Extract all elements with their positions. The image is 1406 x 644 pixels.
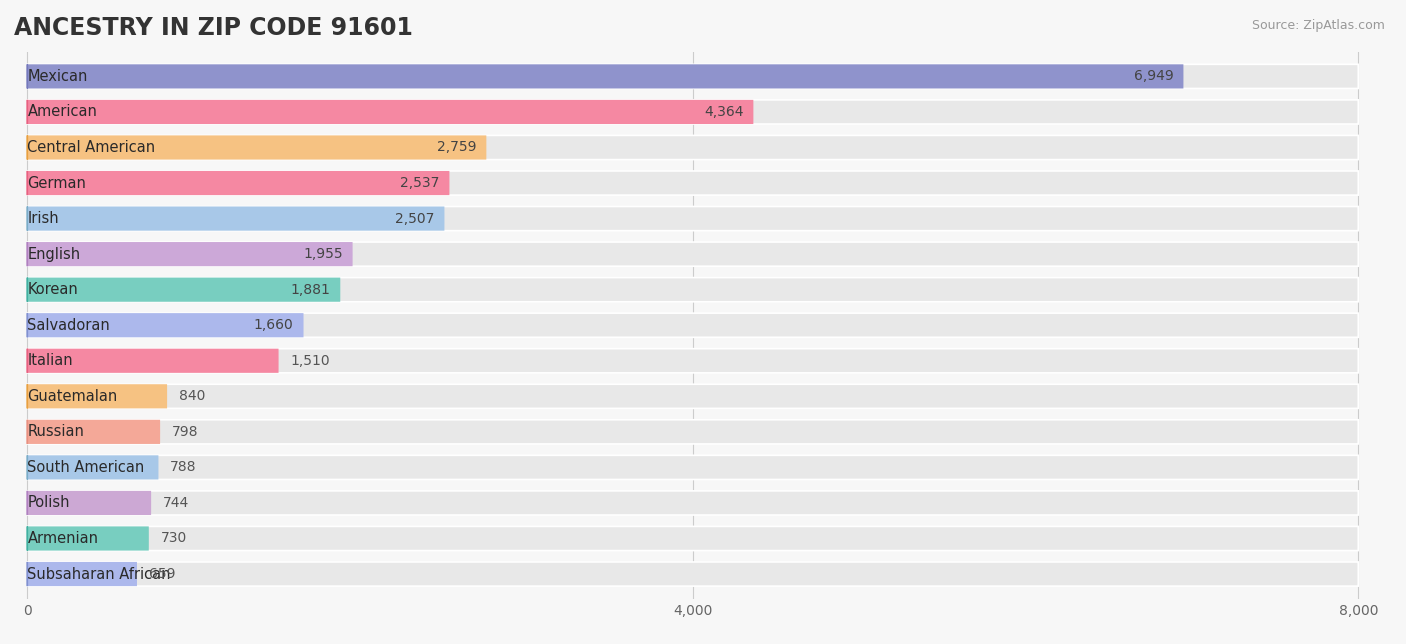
Text: South American: South American [28,460,145,475]
Text: 2,537: 2,537 [401,176,440,190]
FancyBboxPatch shape [27,562,136,586]
Text: 659: 659 [149,567,176,581]
FancyBboxPatch shape [27,278,1358,302]
FancyBboxPatch shape [27,135,486,160]
Text: Italian: Italian [28,354,73,368]
FancyBboxPatch shape [27,491,1358,515]
FancyBboxPatch shape [27,313,1358,337]
FancyBboxPatch shape [27,135,1358,160]
Text: 1,510: 1,510 [290,354,330,368]
Text: Source: ZipAtlas.com: Source: ZipAtlas.com [1251,19,1385,32]
Text: 2,507: 2,507 [395,212,434,225]
Text: Salvadoran: Salvadoran [28,317,110,333]
FancyBboxPatch shape [27,64,1358,88]
FancyBboxPatch shape [27,100,754,124]
FancyBboxPatch shape [27,171,450,195]
Text: Mexican: Mexican [28,69,87,84]
FancyBboxPatch shape [27,100,1358,124]
Text: American: American [28,104,97,119]
Text: Russian: Russian [28,424,84,439]
Text: 2,759: 2,759 [437,140,477,155]
Text: 730: 730 [160,531,187,545]
FancyBboxPatch shape [27,526,149,551]
Text: 1,955: 1,955 [304,247,343,261]
FancyBboxPatch shape [27,207,444,231]
FancyBboxPatch shape [27,348,1358,373]
Text: 1,660: 1,660 [254,318,294,332]
Text: 4,364: 4,364 [704,105,744,119]
Text: 6,949: 6,949 [1133,70,1174,84]
Text: English: English [28,247,80,261]
Text: Central American: Central American [28,140,156,155]
Text: 1,881: 1,881 [291,283,330,297]
Text: 744: 744 [163,496,188,510]
FancyBboxPatch shape [27,420,160,444]
FancyBboxPatch shape [27,348,278,373]
FancyBboxPatch shape [27,384,1358,408]
FancyBboxPatch shape [27,455,1358,480]
FancyBboxPatch shape [27,171,1358,195]
Text: Subsaharan African: Subsaharan African [28,567,172,582]
FancyBboxPatch shape [27,455,159,480]
FancyBboxPatch shape [27,313,304,337]
Text: Guatemalan: Guatemalan [28,389,118,404]
FancyBboxPatch shape [27,491,152,515]
FancyBboxPatch shape [27,278,340,302]
FancyBboxPatch shape [27,384,167,408]
FancyBboxPatch shape [27,526,1358,551]
Text: Irish: Irish [28,211,59,226]
Text: German: German [28,176,86,191]
FancyBboxPatch shape [27,562,1358,586]
FancyBboxPatch shape [27,64,1184,88]
FancyBboxPatch shape [27,420,1358,444]
Text: Korean: Korean [28,282,79,297]
FancyBboxPatch shape [27,242,1358,266]
Text: 788: 788 [170,460,197,475]
FancyBboxPatch shape [27,207,1358,231]
Text: 798: 798 [172,425,198,439]
Text: Armenian: Armenian [28,531,98,546]
Text: Polish: Polish [28,495,70,511]
Text: ANCESTRY IN ZIP CODE 91601: ANCESTRY IN ZIP CODE 91601 [14,16,413,40]
Text: 840: 840 [179,390,205,403]
FancyBboxPatch shape [27,242,353,266]
